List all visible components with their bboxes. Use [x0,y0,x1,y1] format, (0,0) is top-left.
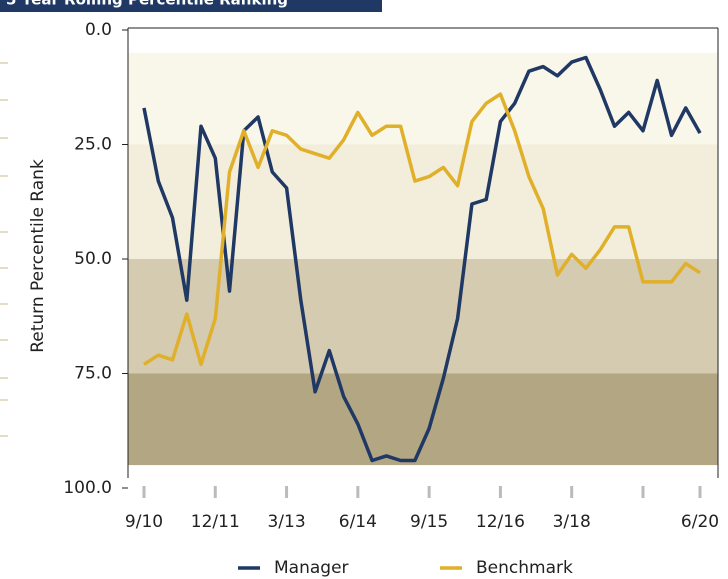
x-tick-label: 9/15 [410,512,448,532]
quartile-band [128,373,718,466]
x-tick-label: 12/11 [191,512,240,532]
x-tick-label: 3/18 [553,512,591,532]
legend-label: Benchmark [476,558,573,578]
y-axis-label: Return Percentile Rank [28,159,48,353]
x-tick-label: 6/20 [681,512,719,532]
y-tick-label: 0.0 [85,20,112,40]
y-tick-label: 50.0 [74,249,112,269]
y-tick-label: 100.0 [63,478,112,498]
x-tick-label: 6/14 [339,512,377,532]
y-tick-label: 75.0 [74,364,112,384]
quartile-band [128,259,718,374]
series-line [142,55,702,463]
table-edge [0,62,8,437]
legend-label: Manager [274,558,349,578]
y-tick-label: 25.0 [74,135,112,155]
series-line [143,92,701,367]
header-bar [0,0,382,12]
x-tick-label: 12/16 [476,512,525,532]
chart-title: 5 Year Rolling Percentile Ranking [6,0,288,9]
quartile-band [128,52,718,145]
x-tick-label: 9/10 [125,512,163,532]
x-tick-label: 3/13 [267,512,305,532]
